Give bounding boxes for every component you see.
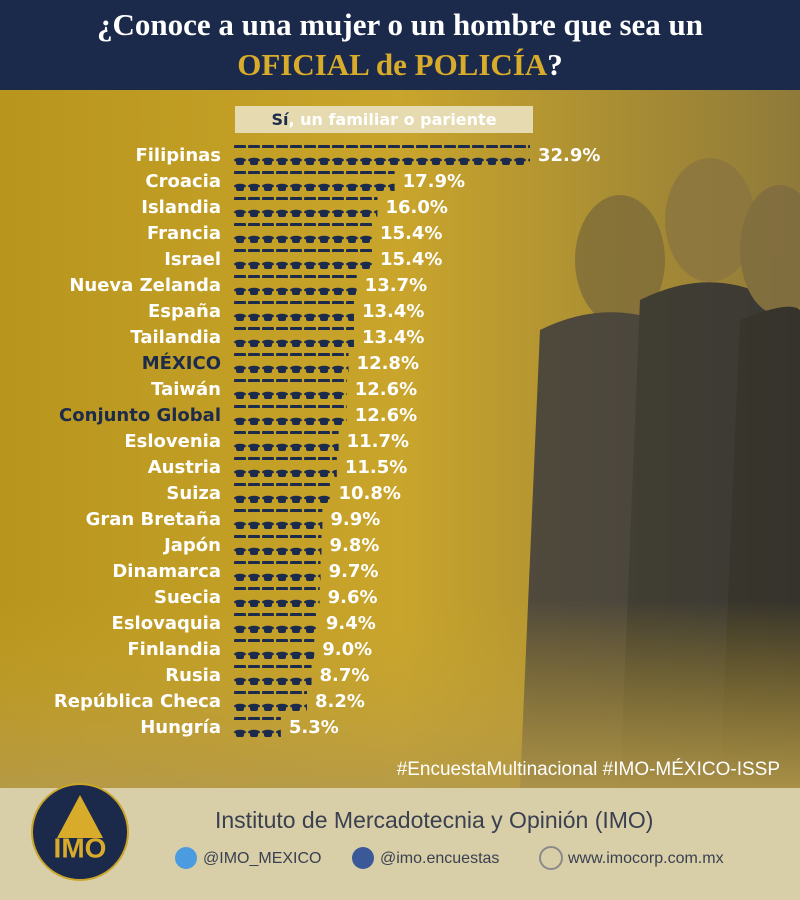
web-icon (539, 846, 563, 870)
bar (233, 171, 395, 191)
twitter-icon (175, 847, 197, 869)
bar (233, 457, 337, 477)
category-label: Francia (147, 223, 221, 244)
footer-band (0, 788, 800, 900)
bar (233, 561, 321, 581)
value-label: 10.8% (338, 483, 400, 504)
subtitle: Sí, un familiar o pariente (271, 110, 496, 129)
twitter: @IMO_MEXICO (203, 850, 321, 867)
category-label: Dinamarca (112, 561, 221, 582)
category-label: Islandia (141, 197, 221, 218)
category-label: Filipinas (135, 145, 221, 166)
category-label: Eslovenia (124, 431, 221, 452)
value-label: 11.5% (345, 457, 407, 478)
bar (233, 301, 354, 321)
bar (233, 275, 357, 295)
value-label: 16.0% (385, 197, 447, 218)
bar (233, 613, 318, 633)
bar (233, 509, 323, 529)
category-label: Japón (162, 535, 221, 556)
value-label: 9.9% (330, 509, 380, 530)
category-label: Rusia (165, 665, 221, 686)
value-label: 12.8% (357, 353, 419, 374)
category-label: MÉXICO (142, 352, 221, 374)
bar (233, 587, 320, 607)
value-label: 9.8% (329, 535, 379, 556)
bar (233, 327, 354, 347)
category-label: Suecia (154, 587, 221, 608)
bar (233, 665, 312, 685)
category-label: Israel (164, 249, 221, 270)
bar (233, 379, 347, 399)
value-label: 9.4% (326, 613, 376, 634)
bar (233, 145, 530, 165)
value-label: 13.4% (362, 301, 424, 322)
category-label: Conjunto Global (59, 405, 221, 426)
category-label: Gran Bretaña (86, 509, 221, 530)
value-label: 9.6% (328, 587, 378, 608)
value-label: 32.9% (538, 145, 600, 166)
institute: Instituto de Mercadotecnia y Opinión (IM… (215, 807, 653, 833)
logo-triangle (57, 795, 103, 838)
bar (233, 535, 322, 555)
value-label: 12.6% (355, 405, 417, 426)
header-band (0, 0, 800, 90)
title-line-2: OFICIAL de POLICÍA? (237, 47, 563, 82)
category-label: Nueva Zelanda (69, 275, 221, 296)
web: www.imocorp.com.mx (567, 850, 724, 867)
bar (233, 223, 373, 243)
bar (233, 431, 339, 451)
value-label: 11.7% (347, 431, 409, 452)
bar (233, 717, 281, 737)
bar (233, 639, 315, 659)
subtitle-lead: Sí (271, 110, 290, 129)
category-label: Taiwán (151, 379, 221, 400)
bar (233, 197, 378, 217)
title-highlight: OFICIAL de POLICÍA (237, 47, 548, 82)
bar (233, 249, 373, 269)
bars: Filipinas 32.9% Croacia 17.9% Islandia 16.0% F… (54, 145, 600, 738)
bar (233, 353, 349, 373)
subtitle-box (235, 106, 533, 133)
logo-text: IMO (54, 832, 107, 863)
bar (233, 405, 347, 425)
background-fade (0, 600, 800, 788)
category-label: Finlandia (127, 639, 221, 660)
category-label: Suiza (166, 483, 221, 504)
category-label: República Checa (54, 691, 221, 712)
category-label: Tailandia (130, 327, 221, 348)
category-label: Hungría (140, 717, 221, 738)
value-label: 9.7% (329, 561, 379, 582)
category-label: España (148, 301, 221, 322)
value-label: 5.3% (289, 717, 339, 738)
value-label: 15.4% (380, 249, 442, 270)
title: ¿Conoce a una mujer o un hombre que sea … (97, 7, 703, 42)
value-label: 12.6% (355, 379, 417, 400)
value-label: 15.4% (380, 223, 442, 244)
category-label: Austria (148, 457, 221, 478)
hashtag: #EncuestaMultinacional #IMO-MÉXICO-ISSP (397, 759, 780, 780)
category-label: Croacia (145, 171, 221, 192)
value-label: 17.9% (403, 171, 465, 192)
value-label: 8.7% (320, 665, 370, 686)
category-label: Eslovaquia (112, 613, 221, 634)
value-label: 13.7% (365, 275, 427, 296)
facebook: @imo.encuestas (380, 850, 499, 867)
subtitle-text: , un familiar o pariente (288, 110, 496, 129)
value-label: 9.0% (322, 639, 372, 660)
value-label: 8.2% (315, 691, 365, 712)
value-label: 13.4% (362, 327, 424, 348)
facebook-icon (352, 847, 374, 869)
bar (233, 691, 308, 711)
bar (233, 483, 331, 503)
title-end: ? (547, 47, 563, 82)
